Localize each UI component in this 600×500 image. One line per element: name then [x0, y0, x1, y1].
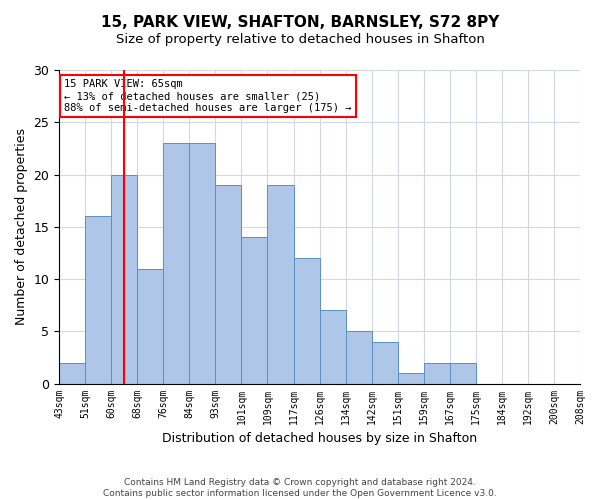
Bar — [137, 268, 163, 384]
Bar — [59, 362, 85, 384]
Bar — [346, 332, 371, 384]
Bar — [85, 216, 111, 384]
Text: Size of property relative to detached houses in Shafton: Size of property relative to detached ho… — [116, 32, 484, 46]
Bar — [450, 362, 476, 384]
Bar — [293, 258, 320, 384]
Bar — [163, 143, 190, 384]
Bar — [371, 342, 398, 384]
Text: Contains HM Land Registry data © Crown copyright and database right 2024.
Contai: Contains HM Land Registry data © Crown c… — [103, 478, 497, 498]
Bar — [190, 143, 215, 384]
Y-axis label: Number of detached properties: Number of detached properties — [15, 128, 28, 326]
X-axis label: Distribution of detached houses by size in Shafton: Distribution of detached houses by size … — [162, 432, 477, 445]
Bar — [215, 185, 241, 384]
Bar — [268, 185, 293, 384]
Text: 15, PARK VIEW, SHAFTON, BARNSLEY, S72 8PY: 15, PARK VIEW, SHAFTON, BARNSLEY, S72 8P… — [101, 15, 499, 30]
Bar — [241, 237, 268, 384]
Bar — [398, 373, 424, 384]
Bar — [111, 174, 137, 384]
Text: 15 PARK VIEW: 65sqm
← 13% of detached houses are smaller (25)
88% of semi-detach: 15 PARK VIEW: 65sqm ← 13% of detached ho… — [64, 80, 352, 112]
Bar — [320, 310, 346, 384]
Bar — [424, 362, 450, 384]
